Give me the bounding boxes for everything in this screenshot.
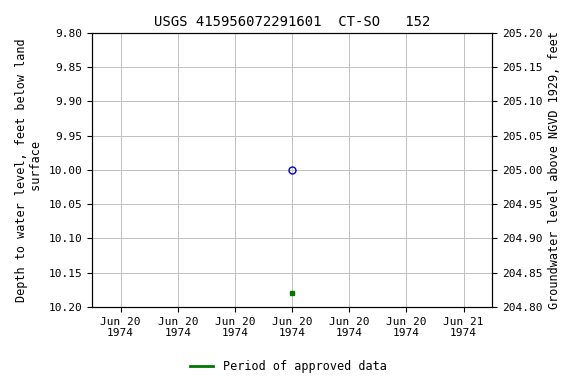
Y-axis label: Groundwater level above NGVD 1929, feet: Groundwater level above NGVD 1929, feet <box>548 31 561 309</box>
Title: USGS 415956072291601  CT-SO   152: USGS 415956072291601 CT-SO 152 <box>154 15 430 29</box>
Y-axis label: Depth to water level, feet below land
 surface: Depth to water level, feet below land su… <box>15 38 43 302</box>
Legend: Period of approved data: Period of approved data <box>185 356 391 378</box>
